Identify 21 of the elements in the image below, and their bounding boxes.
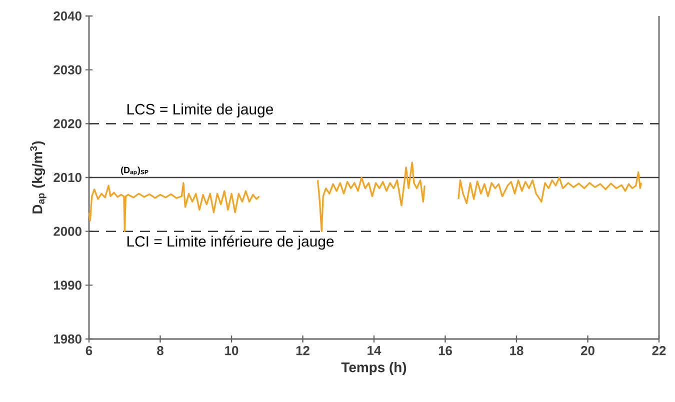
y-tick-label: 2040: [54, 11, 82, 21]
ref-line-label: (D$_{ap}$)$_{SP}$: [121, 166, 148, 176]
y-tick-label: 2030: [54, 65, 82, 74]
ref-line-label: LCS = Limite de jauge: [127, 104, 274, 118]
y-tick-label: 2020: [54, 119, 82, 128]
y-axis-title: D$_{ap}$ (kg/m$^{3}$): [30, 141, 46, 214]
y-tick-label: 1990: [54, 280, 82, 290]
x-tick-label: 12: [296, 346, 310, 356]
x-tick-label: 18: [510, 346, 524, 356]
x-tick-label: 10: [225, 346, 238, 356]
ref-line-label: LCI = Limite inférieure de jauge: [127, 236, 334, 250]
y-tick-label: 2010: [54, 172, 82, 182]
x-tick-label: 6: [86, 346, 92, 356]
y-tick-label: 2000: [54, 226, 82, 236]
x-tick-label: 22: [652, 346, 666, 356]
x-axis-title: Temps (h): [341, 362, 406, 376]
x-tick-label: 20: [581, 346, 594, 356]
y-tick-label: 1980: [54, 334, 82, 344]
x-tick-label: 16: [438, 346, 452, 356]
x-tick-label: 14: [368, 346, 382, 355]
x-tick-label: 8: [157, 346, 164, 356]
